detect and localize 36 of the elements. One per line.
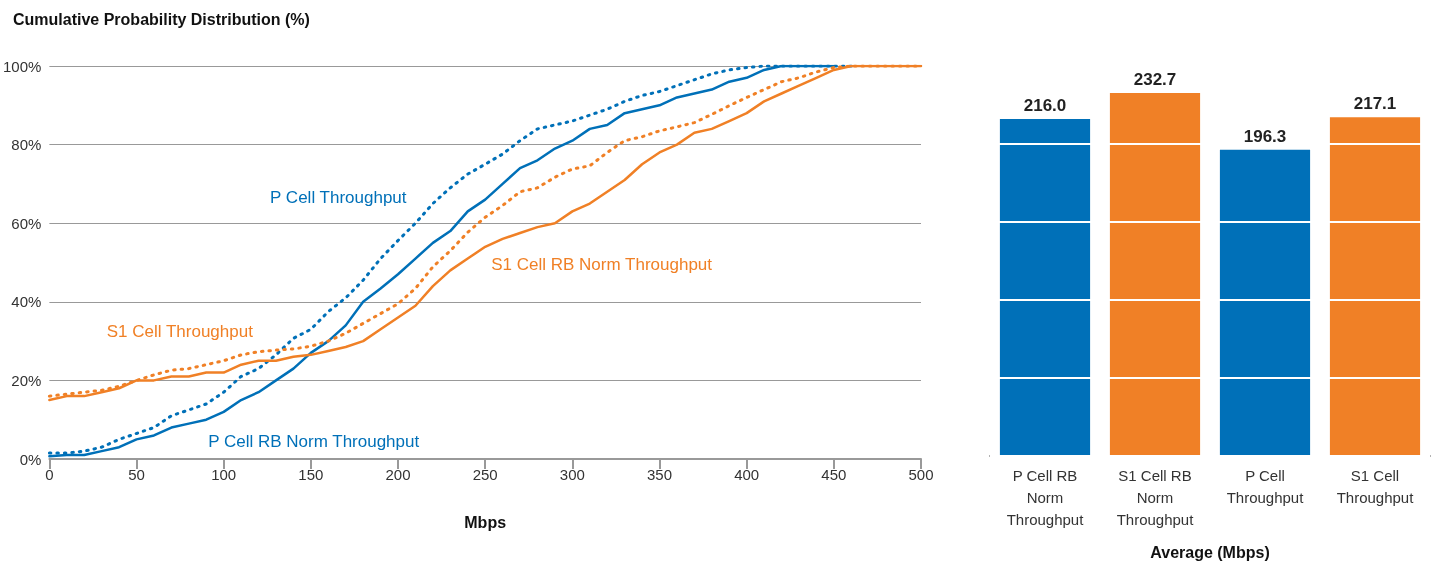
bar: [999, 119, 1091, 456]
y-tick-label: 100%: [2, 57, 42, 75]
bar: [1109, 92, 1201, 456]
series-label: P Cell RB Norm Throughput: [208, 432, 420, 452]
x-tick-label: 450: [821, 466, 847, 483]
x-tick-label: 50: [128, 466, 145, 483]
x-tick-label: P Cell RB Norm Throughput: [1006, 466, 1085, 528]
x-tick-label: 0: [45, 466, 54, 483]
bar: [1329, 117, 1421, 456]
data-label: 217.1: [1353, 94, 1397, 114]
x-tick-label: 250: [472, 466, 498, 483]
x-tick-label: 350: [646, 466, 673, 483]
series-label: S1 Cell RB Norm Throughput: [491, 255, 713, 275]
series-label: S1 Cell Throughput: [106, 322, 254, 342]
x-tick-label: P Cell Throughput: [1226, 466, 1305, 506]
x-tick-label: 100: [211, 466, 237, 483]
y-tick-label: 80%: [11, 136, 42, 154]
y-tick-label: 40%: [11, 293, 42, 311]
x-tick-label: 150: [298, 466, 324, 483]
y-tick-label: 0%: [19, 450, 42, 468]
x-tick-label: 300: [559, 466, 585, 483]
x-tick-label: S1 Cell Throughput: [1336, 466, 1415, 506]
x-axis-title: Mbps: [464, 513, 507, 531]
data-label: 216.0: [1023, 96, 1067, 116]
x-tick-label: 200: [385, 466, 411, 483]
x-tick-label: 400: [734, 466, 760, 483]
y-tick-label: 60%: [11, 214, 42, 232]
data-label: 196.3: [1243, 126, 1287, 146]
series-label: P Cell Throughput: [270, 188, 407, 208]
x-axis-title: Average (Mbps): [1150, 543, 1270, 561]
data-label: 232.7: [1133, 69, 1177, 89]
chart-title: Cumulative Probability Distribution (%): [13, 10, 310, 28]
x-tick-label: S1 Cell RB Norm Throughput: [1116, 466, 1195, 528]
y-tick-label: 20%: [11, 371, 42, 389]
bar: [1219, 149, 1311, 456]
x-tick-label: 500: [908, 466, 934, 483]
